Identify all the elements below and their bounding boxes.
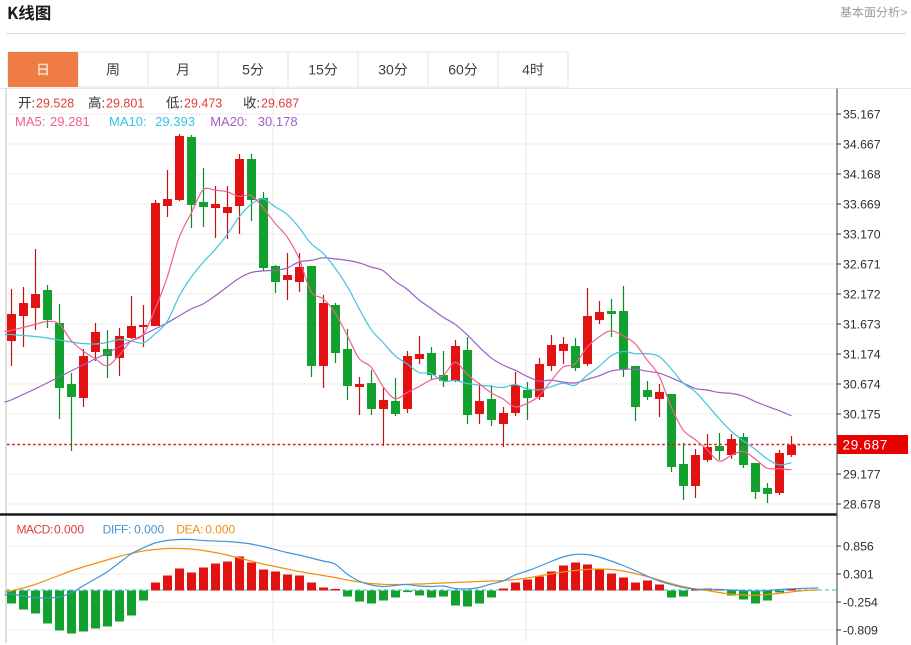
svg-text:29.393: 29.393 — [155, 114, 195, 129]
svg-text:29.687: 29.687 — [843, 438, 889, 453]
svg-text:DEA:: DEA: — [176, 523, 203, 537]
svg-text::: : — [257, 96, 261, 111]
svg-text:28.678: 28.678 — [843, 498, 881, 512]
svg-text:30: 30 — [378, 62, 394, 78]
svg-text:29.473: 29.473 — [184, 97, 222, 111]
svg-text:34.667: 34.667 — [843, 138, 881, 152]
svg-text:33.669: 33.669 — [843, 198, 881, 212]
svg-text:30.674: 30.674 — [843, 378, 881, 392]
svg-text:29.177: 29.177 — [843, 468, 881, 482]
svg-text:31.174: 31.174 — [843, 348, 881, 362]
svg-text:-0.254: -0.254 — [843, 596, 878, 610]
svg-text:MA20:: MA20: — [210, 114, 248, 129]
svg-text:0.856: 0.856 — [843, 540, 874, 554]
svg-text::: : — [32, 96, 36, 111]
svg-text:32.671: 32.671 — [843, 258, 881, 272]
svg-text:34.168: 34.168 — [843, 168, 881, 182]
svg-text:30.178: 30.178 — [258, 114, 298, 129]
svg-text:0.000: 0.000 — [134, 523, 164, 537]
svg-text:35.167: 35.167 — [843, 108, 881, 122]
svg-text:0.000: 0.000 — [54, 523, 84, 537]
svg-text:4: 4 — [522, 62, 530, 78]
svg-text:29.528: 29.528 — [36, 97, 74, 111]
svg-text:15: 15 — [308, 62, 324, 78]
svg-text:0.301: 0.301 — [843, 568, 874, 582]
svg-text:30.175: 30.175 — [843, 408, 881, 422]
svg-text:MACD:: MACD: — [17, 523, 53, 537]
svg-text:60: 60 — [448, 62, 464, 78]
svg-text:5: 5 — [242, 62, 250, 78]
svg-text:0.000: 0.000 — [205, 523, 235, 537]
svg-text:MA10:: MA10: — [109, 114, 147, 129]
svg-text::: : — [102, 96, 106, 111]
svg-text:33.170: 33.170 — [843, 228, 881, 242]
svg-text:-0.809: -0.809 — [843, 624, 878, 638]
svg-text:31.673: 31.673 — [843, 318, 881, 332]
svg-text:29.281: 29.281 — [50, 114, 90, 129]
svg-text:MA5:: MA5: — [15, 114, 45, 129]
svg-text:29.687: 29.687 — [261, 97, 299, 111]
svg-text:32.172: 32.172 — [843, 288, 881, 302]
svg-text:29.801: 29.801 — [106, 97, 144, 111]
svg-text::: : — [180, 96, 184, 111]
svg-text:>: > — [901, 6, 908, 20]
svg-text:DIFF:: DIFF: — [103, 523, 132, 537]
